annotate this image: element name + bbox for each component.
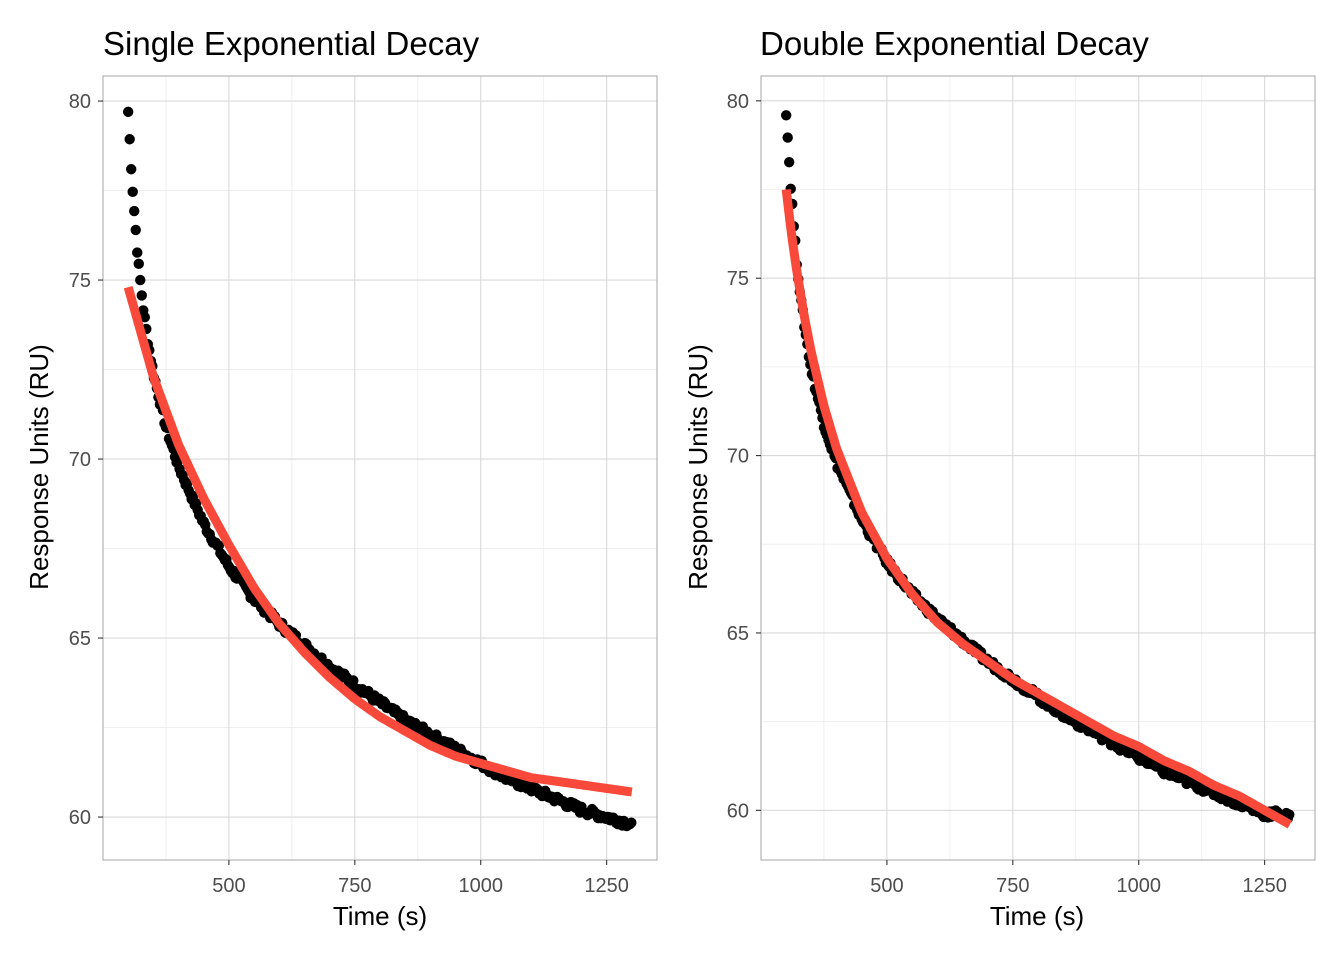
data-point xyxy=(126,164,137,175)
x-axis-label: Time (s) xyxy=(990,901,1084,931)
y-tick-label: 70 xyxy=(727,446,749,468)
data-point xyxy=(127,186,138,198)
data-point xyxy=(782,132,793,143)
data-point xyxy=(784,156,795,168)
y-tick-label: 65 xyxy=(727,623,749,645)
y-tick-label: 80 xyxy=(727,91,749,113)
y-tick-label: 70 xyxy=(69,449,91,471)
grid xyxy=(761,76,1315,860)
chart-title: Single Exponential Decay xyxy=(103,25,480,62)
data-point xyxy=(139,312,150,323)
data-point xyxy=(626,817,637,828)
panel-border xyxy=(760,75,1316,861)
y-tick-label: 65 xyxy=(69,628,91,650)
data-point xyxy=(130,224,141,236)
data-point xyxy=(136,290,147,301)
panel-border xyxy=(102,75,658,861)
x-axis-label: Time (s) xyxy=(333,901,427,931)
x-tick-label: 750 xyxy=(996,875,1029,897)
fit-line xyxy=(123,285,635,797)
y-tick-label: 60 xyxy=(69,807,91,829)
x-tick-label: 500 xyxy=(870,875,903,897)
data-point xyxy=(122,106,134,118)
data-point xyxy=(132,247,143,258)
x-tick-label: 500 xyxy=(212,875,245,897)
data-point xyxy=(135,274,146,286)
y-tick-label: 60 xyxy=(727,800,749,822)
single-exponential-panel: Single Exponential Decay Time (s) Respon… xyxy=(24,25,658,931)
y-tick-label: 75 xyxy=(69,270,91,292)
fit-line xyxy=(781,188,1293,829)
double-exponential-panel: Double Exponential Decay Time (s) Respon… xyxy=(683,25,1316,931)
data-point xyxy=(129,205,140,217)
x-tick-label: 1000 xyxy=(1116,875,1161,897)
data-point xyxy=(780,110,792,121)
data-point xyxy=(1284,809,1295,820)
x-tick-label: 1250 xyxy=(1242,875,1287,897)
data-point xyxy=(124,134,135,145)
x-tick-label: 1250 xyxy=(584,875,629,897)
data-point xyxy=(133,258,144,270)
y-axis-label: Response Units (RU) xyxy=(683,344,713,590)
data-points xyxy=(780,110,1295,824)
x-tick-label: 1000 xyxy=(458,875,503,897)
y-tick-label: 75 xyxy=(727,268,749,290)
y-tick-label: 80 xyxy=(69,91,91,113)
x-tick-label: 750 xyxy=(338,875,371,897)
y-axis-label: Response Units (RU) xyxy=(24,344,54,590)
chart-title: Double Exponential Decay xyxy=(760,25,1149,62)
grid xyxy=(103,76,657,860)
data-points xyxy=(122,106,637,832)
